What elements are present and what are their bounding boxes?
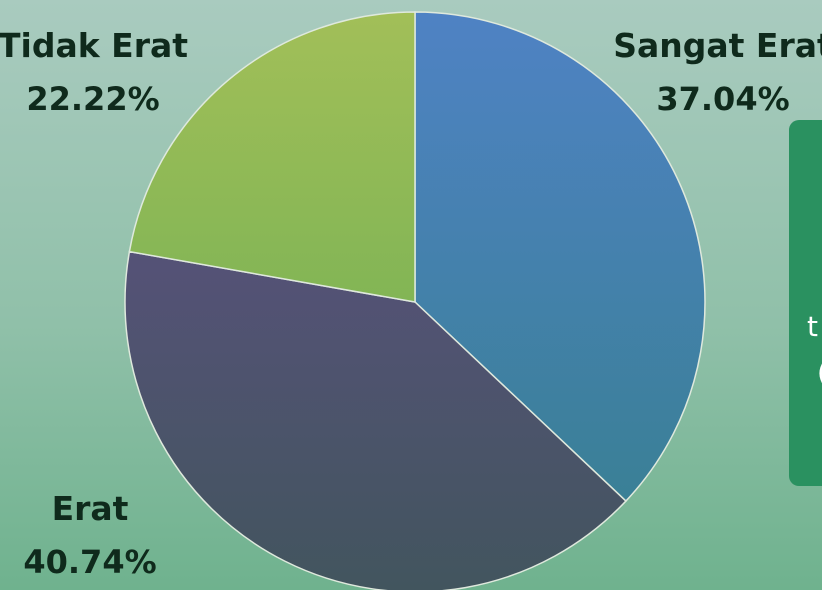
panel-text-line-2: ( [817,356,822,389]
pie-slice-erat [124,250,627,590]
label-name-tidak-erat: Tidak Erat [0,26,188,65]
side-info-panel: t ( [789,120,822,486]
pie-slice-tidak-erat [128,11,416,303]
label-value-tidak-erat: 22.22% [26,80,159,118]
label-value-sangat-erat: 37.04% [656,80,789,118]
panel-text-line-1: t [807,310,818,343]
pie-slice-sangat-erat [414,11,706,503]
label-name-sangat-erat: Sangat Erat [613,26,822,65]
label-value-erat: 40.74% [23,543,156,581]
label-name-erat: Erat [52,489,129,528]
